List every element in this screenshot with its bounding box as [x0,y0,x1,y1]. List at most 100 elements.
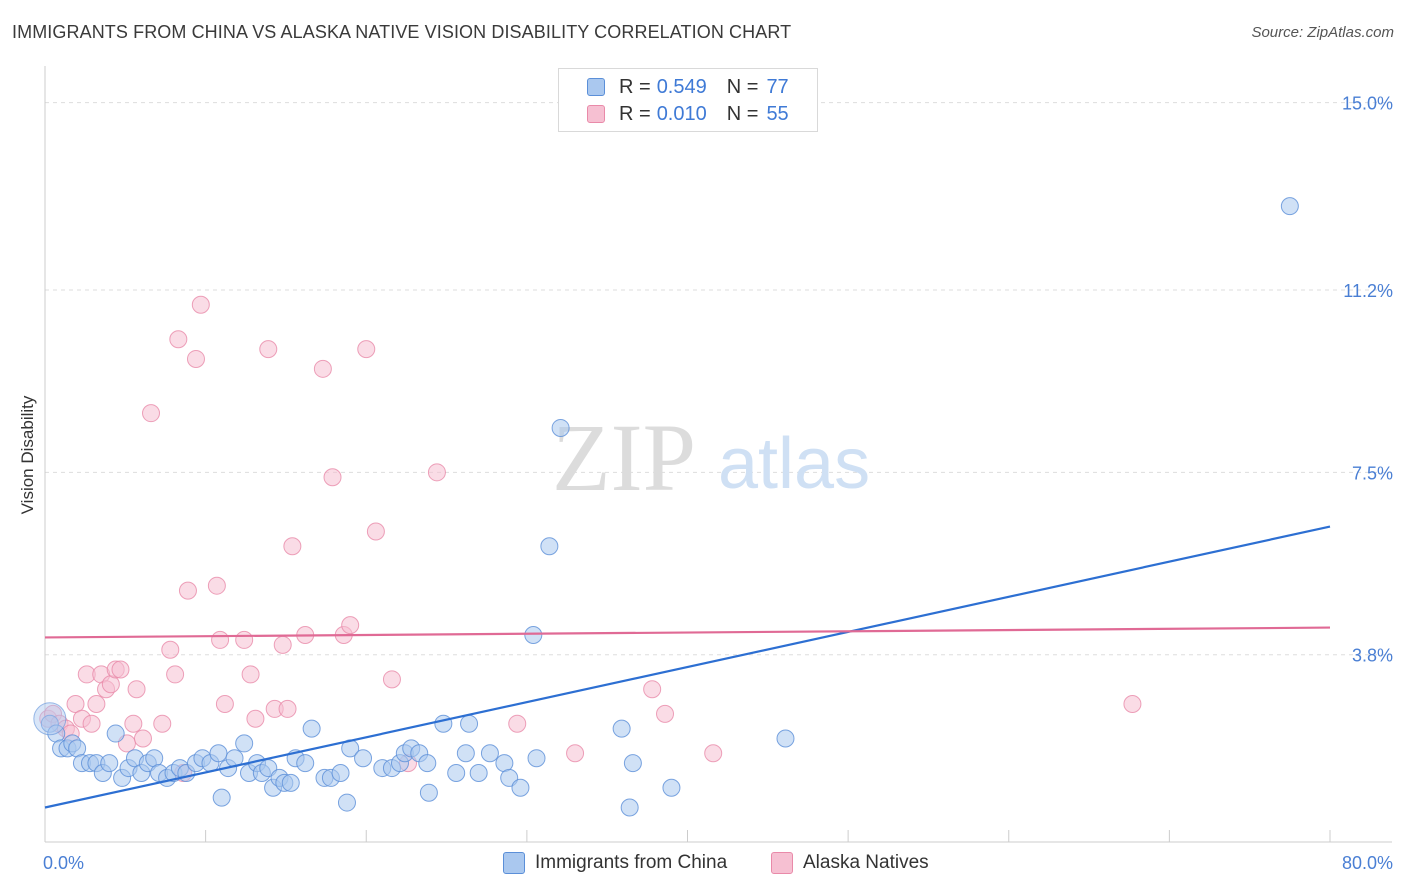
correlation-legend: R = 0.549 N = 77 R = 0.010 N = 55 [558,68,818,132]
alaska-point [235,630,254,649]
alaska-point [82,714,101,733]
series-swatch-china [503,852,525,874]
legend-swatch-alaska [587,105,605,123]
alaska-point [207,576,226,595]
alaska-point [169,330,188,349]
china-point [480,744,499,763]
alaska-point [341,616,360,635]
alaska-point [366,522,385,541]
series-legend-alaska: Alaska Natives [771,852,929,874]
legend-n-value: 77 [766,75,789,98]
china-point [331,763,350,782]
legend-r-value: 0.549 [656,75,707,98]
china-point [540,537,559,556]
alaska-point [508,714,527,733]
china-point [469,763,488,782]
alaska-point [211,630,230,649]
trend-lines [44,525,1331,809]
legend-row-alaska: R = 0.010 N = 55 [587,100,789,128]
china-point [524,625,543,644]
china-point [354,749,373,768]
china-point [776,729,795,748]
alaska-point [704,744,723,763]
china-trend-line [44,525,1331,809]
y-tick-label: 11.2% [1343,281,1393,301]
y-tick-label: 15.0% [1342,94,1393,114]
china-point [100,754,119,773]
watermark-zip-text: ZIP [552,404,696,511]
china-point [1280,197,1299,216]
china-point [296,754,315,773]
alaska-point [278,699,297,718]
china-point [456,744,475,763]
alaska-point [1123,694,1142,713]
alaska-point [142,404,161,423]
chart-title: IMMIGRANTS FROM CHINA VS ALASKA NATIVE V… [12,22,792,42]
alaska-point [87,694,106,713]
alaska-point [382,670,401,689]
series-label-china: Immigrants from China [535,852,728,873]
y-tick-label: 3.8% [1352,646,1393,666]
series-swatch-alaska [771,852,793,874]
alaska-point [643,680,662,699]
alaska-point [133,729,152,748]
y-tick-label: 7.5% [1352,463,1393,483]
x-tick-label: 0.0% [43,853,84,873]
alaska-point [215,694,234,713]
china-point [434,714,453,733]
legend-row-china: R = 0.549 N = 77 [587,73,789,101]
watermark: ZIP atlas [552,404,870,511]
alaska-point [283,537,302,556]
source-credit: Source: ZipAtlas.com [1251,24,1394,41]
alaska-point [191,295,210,314]
china-point [418,754,437,773]
china-point [209,744,228,763]
alaska-trend-line [44,626,1331,639]
china-point [612,719,631,738]
china-point [337,793,356,812]
china-point [419,783,438,802]
alaska-point [246,709,265,728]
grid-lines [45,102,1392,656]
alaska-point [178,581,197,600]
legend-r-label: R = [619,102,651,125]
china-point [511,778,530,797]
alaska-point [186,349,205,368]
legend-r-value: 0.010 [656,102,707,125]
china-point [620,798,639,817]
alaska-point [566,744,585,763]
alaska-point [273,635,292,654]
tick-labels: 3.8% 7.5% 11.2% 15.0% 0.0% 80.0% [43,94,1393,873]
alaska-point [259,340,278,359]
china-point [527,749,546,768]
series-legend-china: Immigrants from China [503,852,727,874]
alaska-point [153,714,172,733]
china-point [281,773,300,792]
alaska-point [656,704,675,723]
alaska-point [127,680,146,699]
x-tick-label: 80.0% [1342,853,1393,873]
china-cluster-point [33,702,67,736]
series-label-alaska: Alaska Natives [803,852,929,873]
legend-swatch-china [587,78,605,96]
alaska-point [166,665,185,684]
china-point [302,719,321,738]
alaska-point [124,714,143,733]
alaska-point [313,359,332,378]
alaska-point [241,665,260,684]
alaska-point [357,340,376,359]
legend-n-label: N = [726,75,759,98]
alaska-point [111,660,130,679]
china-point [623,754,642,773]
legend-n-value: 55 [766,102,789,125]
legend-r-label: R = [619,75,651,98]
china-point [460,714,479,733]
watermark-atlas-text: atlas [718,424,870,504]
china-point [551,418,570,437]
alaska-point [323,468,342,487]
china-point [662,778,681,797]
alaska-point [427,463,446,482]
china-point [106,724,125,743]
china-point [235,734,254,753]
